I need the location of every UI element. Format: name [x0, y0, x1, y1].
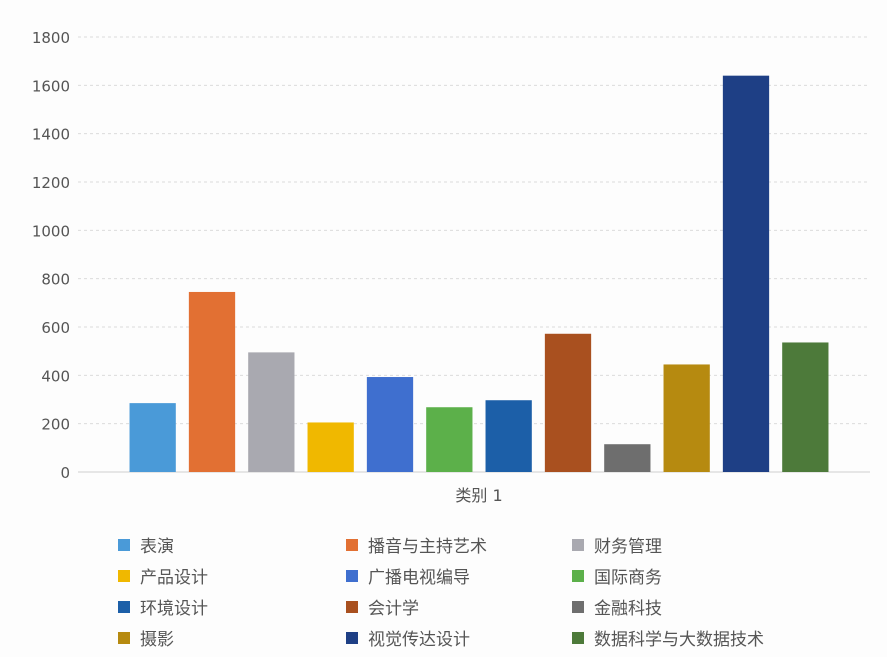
bar	[485, 400, 532, 472]
legend-label: 会计学	[368, 599, 419, 619]
legend-swatch	[572, 631, 584, 644]
y-tick-label: 200	[41, 416, 70, 434]
legend-swatch	[346, 569, 358, 582]
bar	[782, 342, 829, 472]
legend-item: 摄影	[118, 623, 346, 652]
legend-swatch	[346, 631, 358, 644]
y-tick-label: 400	[41, 367, 70, 385]
legend-item: 播音与主持艺术	[346, 530, 572, 559]
legend-label: 财务管理	[594, 537, 662, 557]
legend: 表演 播音与主持艺术 财务管理产品设计 广播电视编导 国际商务环境设计 会计学 金融科技摄影…	[118, 530, 838, 652]
legend-label: 播音与主持艺术	[368, 537, 487, 557]
x-axis-label: 类别 1	[455, 486, 502, 505]
legend-item: 视觉传达设计	[346, 623, 572, 652]
legend-swatch	[118, 600, 130, 613]
legend-item: 金融科技	[572, 592, 838, 621]
bar	[366, 377, 414, 472]
legend-item: 数据科学与大数据技术	[572, 623, 838, 652]
y-tick-label: 0	[60, 464, 70, 482]
y-tick-label: 1200	[32, 174, 70, 192]
bar	[544, 333, 592, 472]
legend-label: 环境设计	[140, 599, 208, 619]
y-tick-label: 1000	[32, 222, 70, 240]
legend-swatch	[572, 600, 584, 613]
legend-label: 国际商务	[594, 568, 662, 588]
legend-swatch	[346, 538, 358, 551]
legend-item: 国际商务	[572, 561, 838, 590]
legend-swatch	[572, 569, 584, 582]
y-tick-label: 1600	[32, 77, 70, 95]
legend-label: 产品设计	[140, 568, 208, 588]
legend-item: 广播电视编导	[346, 561, 572, 590]
y-tick-label: 600	[41, 319, 70, 337]
bar	[248, 352, 295, 472]
legend-item: 产品设计	[118, 561, 346, 590]
y-tick-label: 1400	[32, 126, 70, 144]
bar	[604, 444, 651, 472]
bar	[307, 422, 354, 472]
legend-label: 视觉传达设计	[368, 630, 470, 650]
legend-item: 财务管理	[572, 530, 838, 559]
legend-swatch	[346, 600, 358, 613]
legend-label: 数据科学与大数据技术	[594, 630, 764, 650]
legend-swatch	[118, 631, 130, 644]
bar	[188, 291, 236, 472]
legend-swatch	[572, 538, 584, 551]
legend-label: 金融科技	[594, 599, 662, 619]
bar	[129, 403, 176, 472]
legend-swatch	[118, 569, 130, 582]
legend-item: 表演	[118, 530, 346, 559]
legend-item: 环境设计	[118, 592, 346, 621]
y-tick-label: 1800	[32, 29, 70, 47]
legend-item: 会计学	[346, 592, 572, 621]
bar	[426, 407, 473, 472]
legend-label: 表演	[140, 537, 174, 557]
y-tick-label: 800	[41, 271, 70, 289]
bar	[722, 75, 770, 473]
legend-label: 摄影	[140, 630, 174, 650]
legend-label: 广播电视编导	[368, 568, 470, 588]
bar	[663, 364, 710, 472]
legend-swatch	[118, 538, 130, 551]
